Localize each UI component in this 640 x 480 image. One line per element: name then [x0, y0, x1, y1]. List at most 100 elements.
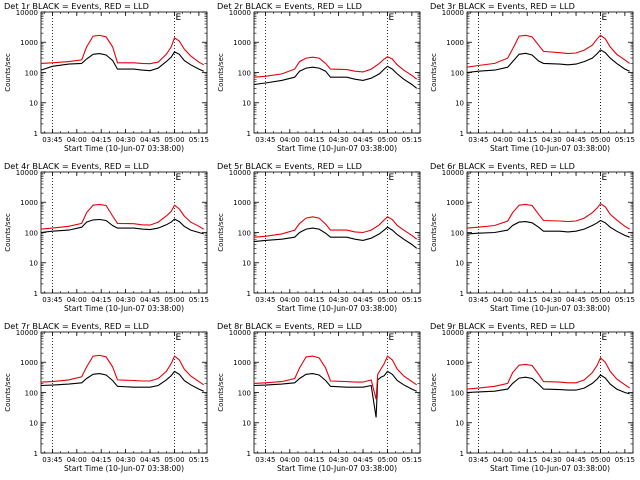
chart-title: Det 5r BLACK = Events, RED = LLD: [217, 161, 362, 171]
x-tick-label: 03:45: [255, 456, 275, 464]
x-tick-label: 04:15: [517, 456, 537, 464]
chart-svg: Det 1r BLACK = Events, RED = LLD 1 10 100 10…: [4, 1, 209, 153]
y-tick-label: 100: [25, 389, 38, 397]
panel-det-9r: Det 9r BLACK = Events, RED = LLD 1 10 100 10…: [426, 320, 639, 480]
y-axis-label: Counts/sec: [4, 53, 12, 92]
y-tick-label: 1000: [233, 39, 251, 47]
y-tick-label: 10000: [16, 169, 38, 177]
x-tick-label: 05:00: [590, 296, 610, 304]
series-line-lld: [253, 216, 418, 240]
series-line-events: [253, 226, 418, 249]
y-tick-label: 10000: [16, 9, 38, 17]
chart-title: Det 7r BLACK = Events, RED = LLD: [4, 321, 149, 331]
x-tick-label: 05:00: [590, 136, 610, 144]
x-tick-label: 04:00: [493, 296, 513, 304]
x-tick-label: 03:45: [468, 296, 488, 304]
y-tick-label: 10: [29, 420, 38, 428]
plot-frame: [40, 11, 208, 134]
y-tick-label: 100: [451, 69, 464, 77]
y-axis-label: Counts/sec: [217, 213, 225, 252]
y-tick-label: 10: [455, 100, 464, 108]
series-line-lld: [253, 355, 418, 400]
y-tick-label: 100: [238, 229, 251, 237]
series-line-events: [466, 49, 630, 74]
x-tick-label: 04:45: [140, 136, 160, 144]
x-tick-label: 04:00: [67, 456, 87, 464]
y-tick-label: 10: [455, 420, 464, 428]
x-tick-label: 03:45: [255, 296, 275, 304]
x-tick-label: 04:30: [329, 296, 349, 304]
x-tick-label: 03:45: [468, 136, 488, 144]
y-tick-label: 1: [34, 130, 38, 138]
chart-title: Det 4r BLACK = Events, RED = LLD: [4, 161, 149, 171]
y-tick-label: 10: [455, 260, 464, 268]
y-axis-label: Counts/sec: [430, 373, 438, 412]
x-tick-label: 04:30: [116, 296, 136, 304]
panel-det-4r: Det 4r BLACK = Events, RED = LLD 1 10 100 10…: [0, 160, 213, 320]
plot-frame: [40, 331, 208, 454]
panel-det-7r: Det 7r BLACK = Events, RED = LLD 1 10 100 10…: [0, 320, 213, 480]
series-line-events: [466, 219, 630, 238]
plot-frame: [40, 171, 208, 294]
y-axis-label: Counts/sec: [217, 373, 225, 412]
chart-title: Det 8r BLACK = Events, RED = LLD: [217, 321, 362, 331]
y-tick-label: 1: [34, 290, 38, 298]
x-tick-label: 04:15: [91, 456, 111, 464]
y-tick-label: 1: [247, 450, 251, 458]
x-tick-label: 04:15: [304, 456, 324, 464]
series-line-events: [40, 370, 204, 392]
x-tick-label: 05:00: [164, 136, 184, 144]
y-axis-label: Counts/sec: [4, 373, 12, 412]
x-tick-label: 04:45: [353, 296, 373, 304]
y-tick-label: 100: [238, 389, 251, 397]
x-tick-label: 03:45: [42, 456, 62, 464]
time-marker-label: E: [388, 13, 394, 23]
x-axis-label: Start Time (10-Jun-07 03:38:00): [277, 144, 397, 153]
x-axis-label: Start Time (10-Jun-07 03:38:00): [64, 464, 184, 473]
y-tick-label: 10000: [229, 9, 251, 17]
x-tick-label: 04:45: [566, 456, 586, 464]
y-axis-label: Counts/sec: [430, 213, 438, 252]
y-tick-label: 10000: [16, 329, 38, 337]
y-tick-label: 1000: [233, 359, 251, 367]
x-tick-label: 04:30: [116, 136, 136, 144]
x-tick-label: 04:15: [91, 296, 111, 304]
x-tick-label: 04:00: [493, 136, 513, 144]
chart-title: Det 9r BLACK = Events, RED = LLD: [430, 321, 575, 331]
time-marker-label: E: [175, 333, 181, 343]
x-tick-label: 05:15: [402, 296, 422, 304]
y-tick-label: 10000: [442, 329, 464, 337]
x-tick-label: 04:00: [280, 456, 300, 464]
chart-svg: Det 8r BLACK = Events, RED = LLD 1 10 100 10…: [217, 321, 422, 473]
chart-svg: Det 4r BLACK = Events, RED = LLD 1 10 100 10…: [4, 161, 209, 313]
time-marker-label: E: [388, 333, 394, 343]
series-line-lld: [40, 203, 204, 230]
series-line-lld: [253, 56, 418, 80]
y-tick-label: 10: [242, 260, 251, 268]
x-tick-label: 04:45: [353, 456, 373, 464]
y-tick-label: 1000: [446, 359, 464, 367]
x-tick-label: 05:00: [164, 456, 184, 464]
y-tick-label: 10: [29, 260, 38, 268]
chart-svg: Det 5r BLACK = Events, RED = LLD 1 10 100 10…: [217, 161, 422, 313]
plot-frame: [466, 331, 634, 454]
y-tick-label: 1000: [20, 359, 38, 367]
x-tick-label: 05:15: [189, 136, 209, 144]
panel-det-2r: Det 2r BLACK = Events, RED = LLD 1 10 100 10…: [213, 0, 426, 160]
series-line-events: [40, 51, 204, 72]
x-tick-label: 03:45: [42, 136, 62, 144]
panel-det-5r: Det 5r BLACK = Events, RED = LLD 1 10 100 10…: [213, 160, 426, 320]
x-tick-label: 04:15: [304, 136, 324, 144]
x-tick-label: 04:15: [517, 296, 537, 304]
y-tick-label: 1: [34, 450, 38, 458]
y-tick-label: 100: [25, 69, 38, 77]
series-line-lld: [466, 34, 631, 68]
plot-frame: [253, 331, 421, 454]
x-tick-label: 04:30: [329, 456, 349, 464]
chart-title: Det 1r BLACK = Events, RED = LLD: [4, 1, 149, 11]
x-tick-label: 03:45: [468, 456, 488, 464]
y-tick-label: 10000: [442, 9, 464, 17]
series-line-events: [253, 65, 418, 89]
x-axis-label: Start Time (10-Jun-07 03:38:00): [64, 304, 184, 313]
x-tick-label: 03:45: [42, 296, 62, 304]
